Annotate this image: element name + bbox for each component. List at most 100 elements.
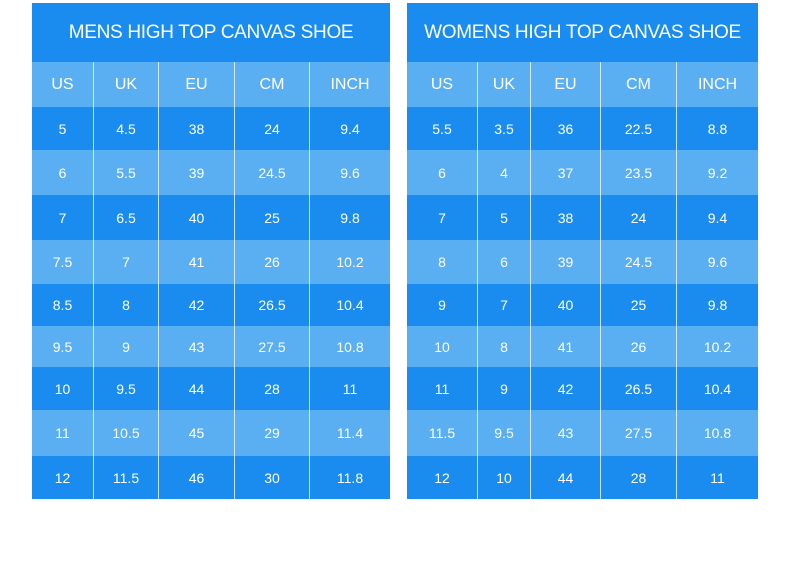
data-cell: 46: [158, 456, 234, 499]
data-cell: 44: [158, 367, 234, 410]
data-cell: 25: [234, 195, 309, 240]
data-cell: 30: [234, 456, 309, 499]
data-row: 6 5.5 39 24.5 9.6: [32, 150, 390, 195]
data-cell: 26: [600, 326, 676, 367]
data-cell: 41: [158, 240, 234, 284]
data-cell: 24.5: [600, 240, 676, 284]
data-cell: 9.5: [477, 410, 530, 456]
data-cell: 24.5: [234, 150, 309, 195]
data-cell: 6: [407, 150, 477, 195]
data-cell: 7.5: [32, 240, 93, 284]
data-cell: 43: [530, 410, 600, 456]
header-row: US UK EU CM INCH: [32, 62, 390, 107]
data-cell: 11: [32, 410, 93, 456]
data-cell: 6.5: [93, 195, 158, 240]
data-cell: 40: [530, 284, 600, 326]
data-cell: 39: [158, 150, 234, 195]
data-cell: 4: [477, 150, 530, 195]
data-cell: 24: [600, 195, 676, 240]
header-cell: US: [32, 62, 93, 107]
data-cell: 11: [676, 456, 758, 499]
data-cell: 8: [477, 326, 530, 367]
data-row: 12 11.5 46 30 11.8: [32, 456, 390, 499]
data-cell: 7: [477, 284, 530, 326]
mens-table: MENS HIGH TOP CANVAS SHOE US UK EU CM INCH 5 4.…: [32, 3, 390, 499]
data-cell: 9: [477, 367, 530, 410]
data-cell: 9.8: [676, 284, 758, 326]
data-cell: 27.5: [234, 326, 309, 367]
data-cell: 42: [158, 284, 234, 326]
womens-table: WOMENS HIGH TOP CANVAS SHOE US UK EU CM INCH 5…: [407, 3, 758, 499]
header-cell: EU: [158, 62, 234, 107]
data-cell: 10: [32, 367, 93, 410]
data-row: 10 8 41 26 10.2: [407, 326, 758, 367]
data-cell: 8: [407, 240, 477, 284]
data-row: 11 9 42 26.5 10.4: [407, 367, 758, 410]
data-cell: 23.5: [600, 150, 676, 195]
data-cell: 8.5: [32, 284, 93, 326]
data-cell: 24: [234, 107, 309, 150]
data-row: 12 10 44 28 11: [407, 456, 758, 499]
data-cell: 10.8: [676, 410, 758, 456]
header-cell: CM: [600, 62, 676, 107]
data-cell: 5.5: [407, 107, 477, 150]
data-cell: 6: [477, 240, 530, 284]
data-row: 7 6.5 40 25 9.8: [32, 195, 390, 240]
data-cell: 25: [600, 284, 676, 326]
data-cell: 12: [32, 456, 93, 499]
data-cell: 11: [407, 367, 477, 410]
data-cell: 12: [407, 456, 477, 499]
data-cell: 9: [407, 284, 477, 326]
data-cell: 36: [530, 107, 600, 150]
data-row: 8 6 39 24.5 9.6: [407, 240, 758, 284]
data-cell: 10.4: [309, 284, 390, 326]
data-row: 11 10.5 45 29 11.4: [32, 410, 390, 456]
header-cell: US: [407, 62, 477, 107]
data-cell: 10.2: [309, 240, 390, 284]
data-cell: 9.6: [309, 150, 390, 195]
data-cell: 28: [600, 456, 676, 499]
data-row: 9 7 40 25 9.8: [407, 284, 758, 326]
data-cell: 7: [93, 240, 158, 284]
header-cell: INCH: [676, 62, 758, 107]
data-cell: 26.5: [234, 284, 309, 326]
data-cell: 43: [158, 326, 234, 367]
data-cell: 9.4: [309, 107, 390, 150]
data-cell: 10: [407, 326, 477, 367]
data-cell: 8.8: [676, 107, 758, 150]
data-cell: 8: [93, 284, 158, 326]
data-cell: 5: [477, 195, 530, 240]
table-title: MENS HIGH TOP CANVAS SHOE: [32, 3, 390, 62]
data-cell: 5.5: [93, 150, 158, 195]
data-cell: 39: [530, 240, 600, 284]
data-cell: 11.5: [93, 456, 158, 499]
data-cell: 9.8: [309, 195, 390, 240]
data-cell: 10.8: [309, 326, 390, 367]
data-cell: 10: [477, 456, 530, 499]
data-row: 6 4 37 23.5 9.2: [407, 150, 758, 195]
data-cell: 3.5: [477, 107, 530, 150]
data-cell: 11: [309, 367, 390, 410]
data-cell: 7: [407, 195, 477, 240]
data-cell: 9: [93, 326, 158, 367]
data-cell: 9.5: [32, 326, 93, 367]
data-cell: 10.2: [676, 326, 758, 367]
data-cell: 6: [32, 150, 93, 195]
data-cell: 22.5: [600, 107, 676, 150]
data-cell: 26: [234, 240, 309, 284]
data-cell: 38: [530, 195, 600, 240]
data-cell: 11.4: [309, 410, 390, 456]
data-cell: 9.6: [676, 240, 758, 284]
data-cell: 27.5: [600, 410, 676, 456]
data-cell: 45: [158, 410, 234, 456]
data-cell: 5: [32, 107, 93, 150]
header-cell: EU: [530, 62, 600, 107]
data-row: 7 5 38 24 9.4: [407, 195, 758, 240]
data-cell: 10.5: [93, 410, 158, 456]
data-row: 9.5 9 43 27.5 10.8: [32, 326, 390, 367]
data-row: 5 4.5 38 24 9.4: [32, 107, 390, 150]
data-cell: 40: [158, 195, 234, 240]
header-cell: INCH: [309, 62, 390, 107]
table-title: WOMENS HIGH TOP CANVAS SHOE: [407, 3, 758, 62]
